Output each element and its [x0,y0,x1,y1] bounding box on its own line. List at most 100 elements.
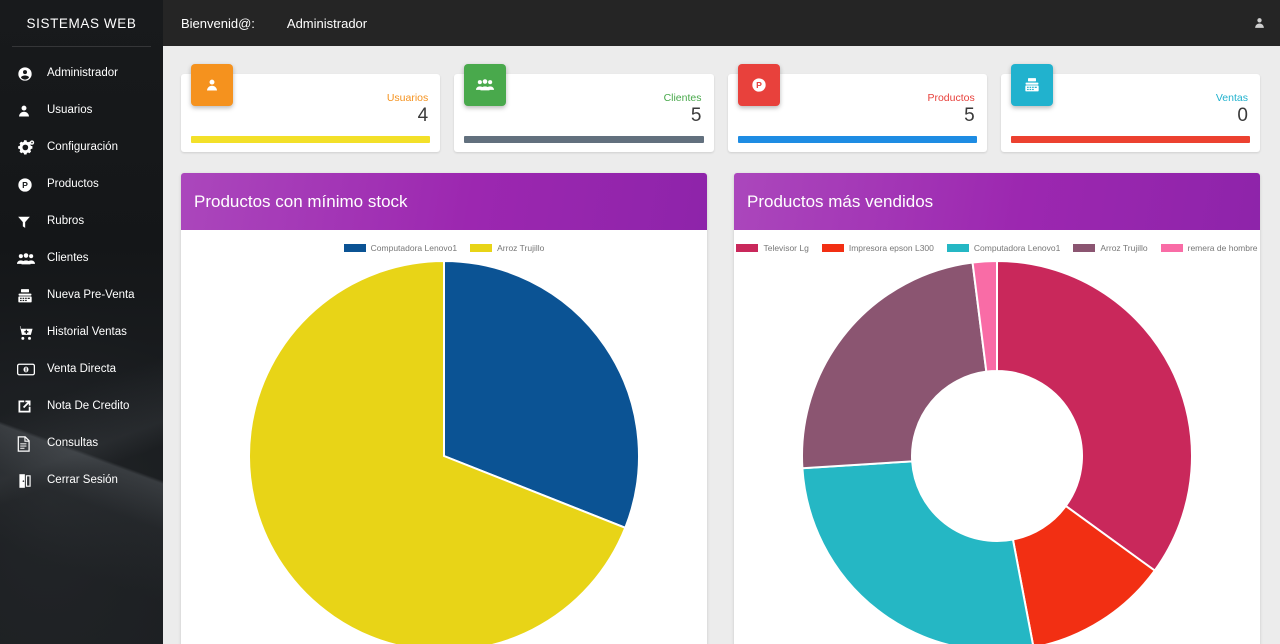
sidebar-item-label: Administrador [47,66,118,79]
sidebar-item-productos[interactable]: P Productos [0,166,163,203]
stat-card-progress-bar [464,136,704,143]
users-group-icon [464,64,507,106]
legend-item[interactable]: Computadora Lenovo1 [343,243,458,253]
legend-min-stock: Computadora Lenovo1 Arroz Trujillo [187,238,701,258]
sidebar-item-label: Usuarios [47,103,93,116]
chart-slice[interactable] [801,460,1034,644]
document-icon [17,434,41,454]
chart-svg [248,260,640,644]
legend-label: Computadora Lenovo1 [370,243,458,253]
sidebar-item-consultas[interactable]: Consultas [0,425,163,462]
stat-card-title: Ventas [1215,92,1248,104]
legend-label: remera de hombre [1187,243,1258,253]
sidebar-item-venta-directa[interactable]: Venta Directa [0,351,163,388]
panel-best-sellers: Productos más vendidos Televisor Lg Impre… [734,173,1260,644]
chart-slice[interactable] [248,260,627,644]
panel-min-stock: Productos con mínimo stock Computadora L… [181,173,707,644]
legend-swatch [1073,244,1096,252]
sidebar-item-nota-de-credito[interactable]: Nota De Credito [0,388,163,425]
filter-icon [17,212,41,232]
stat-card-value: 0 [1237,105,1248,126]
welcome-label: Bienvenid@: [181,15,255,31]
user-icon [17,101,41,121]
legend-swatch [470,244,493,252]
sidebar-item-label: Productos [47,177,99,190]
stat-card-title: Productos [927,92,975,104]
product-p-icon: P [737,64,780,106]
chart-best-sellers[interactable] [740,260,1254,644]
brand-title: SISTEMAS WEB [26,15,137,31]
stat-card-title: Usuarios [386,92,429,104]
sidebar-item-configuración[interactable]: Configuración [0,129,163,166]
legend-item[interactable]: Arroz Trujillo [470,243,544,253]
sidebar-item-label: Clientes [47,251,89,264]
user-account-icon[interactable] [1253,16,1266,30]
user-icon [191,64,233,106]
users-group-icon [17,249,41,269]
user-circle-icon [17,64,41,84]
sidebar-item-label: Consultas [47,436,99,449]
chart-min-stock[interactable] [187,260,701,644]
sidebar-item-historial-ventas[interactable]: Historial Ventas [0,314,163,351]
legend-label: Arroz Trujillo [497,243,545,253]
shopping-cart-icon [17,323,41,343]
stat-card-ventas[interactable]: Ventas 0 [1000,64,1260,152]
sidebar-item-rubros[interactable]: Rubros [0,203,163,240]
sidebar-item-administrador[interactable]: Administrador [0,55,163,92]
stat-card-progress-bar [737,136,977,143]
cash-register-icon [17,286,41,306]
legend-item[interactable]: Arroz Trujillo [1073,243,1148,253]
legend-swatch [343,244,366,252]
legend-item[interactable]: remera de hombre [1160,243,1258,253]
chart-slice[interactable] [971,260,998,373]
stat-card-usuarios[interactable]: Usuarios 4 [181,64,441,152]
stat-card-title: Clientes [663,92,702,104]
cash-register-icon [1010,64,1053,106]
stat-card-clientes[interactable]: Clientes 5 [454,64,714,152]
sidebar-item-label: Nota De Credito [47,399,130,412]
brand-divider [12,46,151,47]
legend-item[interactable]: Impresora epson L300 [821,243,934,253]
sidebar-item-label: Rubros [47,214,85,227]
sidebar-item-nueva-pre-venta[interactable]: Nueva Pre-Venta [0,277,163,314]
svg-text:P: P [22,180,28,190]
stat-card-value: 5 [964,105,975,126]
sidebar-item-label: Historial Ventas [47,325,127,338]
product-p-icon: P [17,175,41,195]
stat-cards-row: Usuarios 4 Clientes 5 P Productos 5 Ventas 0 [181,64,1260,152]
legend-best-sellers: Televisor Lg Impresora epson L300 Computad… [736,238,1258,258]
logout-door-icon [17,471,41,491]
legend-label: Impresora epson L300 [848,243,934,253]
sidebar-item-clientes[interactable]: Clientes [0,240,163,277]
stat-card-progress-bar [191,136,431,143]
legend-swatch [1160,244,1183,252]
stat-card-value: 4 [417,105,429,126]
stat-card-productos[interactable]: P Productos 5 [727,64,987,152]
sidebar-item-label: Nueva Pre-Venta [47,288,135,301]
chart-slice[interactable] [1011,504,1157,644]
sidebar-item-label: Cerrar Sesión [47,473,118,486]
chart-slice[interactable] [801,261,988,470]
legend-swatch [821,244,844,252]
stat-card-progress-bar [1010,136,1250,143]
chart-slice[interactable] [443,260,640,530]
panel-best-sellers-title: Productos más vendidos [734,173,1260,230]
chart-slice[interactable] [996,260,1193,573]
chart-panels-row: Productos con mínimo stock Computadora L… [181,173,1260,644]
sidebar-item-cerrar-sesión[interactable]: Cerrar Sesión [0,462,163,499]
current-user-label[interactable]: Administrador [286,15,368,31]
main-content: Usuarios 4 Clientes 5 P Productos 5 Ventas 0 Pro… [163,46,1280,644]
legend-item[interactable]: Computadora Lenovo1 [946,243,1061,253]
sidebar-menu: Administrador Usuarios Configuración P Produ… [0,46,163,499]
chart-svg [801,260,1193,644]
sidebar-item-usuarios[interactable]: Usuarios [0,92,163,129]
sidebar-item-label: Configuración [47,140,118,153]
legend-label: Computadora Lenovo1 [973,243,1061,253]
legend-label: Televisor Lg [763,243,809,253]
legend-swatch [946,244,969,252]
topbar: Bienvenid@: Administrador [163,0,1280,46]
svg-text:P: P [756,80,762,90]
sidebar-item-label: Venta Directa [47,362,117,375]
gears-icon [17,138,41,158]
legend-item[interactable]: Televisor Lg [736,243,809,253]
